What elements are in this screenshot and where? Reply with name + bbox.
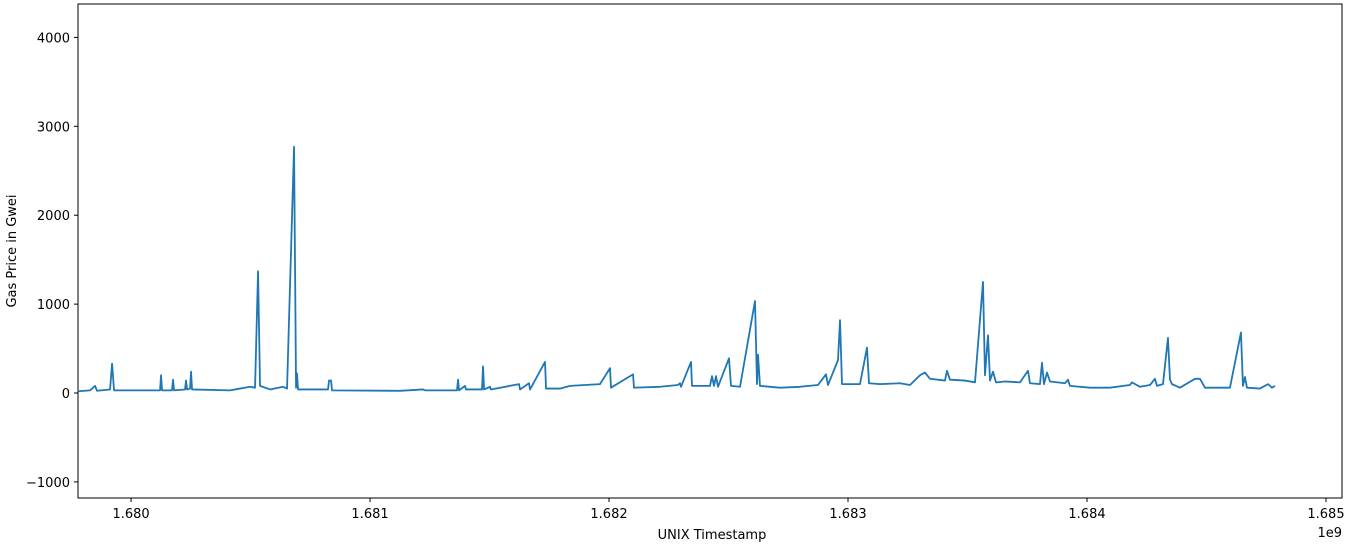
y-tick-label: 4000 xyxy=(37,31,70,46)
x-tick-label: 1.684 xyxy=(1068,507,1105,522)
x-tick-label: 1.680 xyxy=(112,507,149,522)
y-axis-label: Gas Price in Gwei xyxy=(5,194,20,307)
y-tick-label: 0 xyxy=(62,387,70,402)
x-tick-label: 1.681 xyxy=(351,507,388,522)
x-tick-label: 1.685 xyxy=(1307,507,1344,522)
x-tick-label: 1.682 xyxy=(590,507,627,522)
plot-frame xyxy=(77,3,1343,499)
y-tick-label: 2000 xyxy=(37,209,70,224)
x-tick-label: 1.683 xyxy=(829,507,866,522)
data-line xyxy=(77,145,1276,393)
y-tick-label: −1000 xyxy=(26,476,70,491)
x-offset-label: 1e9 xyxy=(1317,526,1342,541)
y-tick-label: 3000 xyxy=(37,120,70,135)
x-axis-label: UNIX Timestamp xyxy=(658,528,767,543)
y-tick-label: 1000 xyxy=(37,298,70,313)
